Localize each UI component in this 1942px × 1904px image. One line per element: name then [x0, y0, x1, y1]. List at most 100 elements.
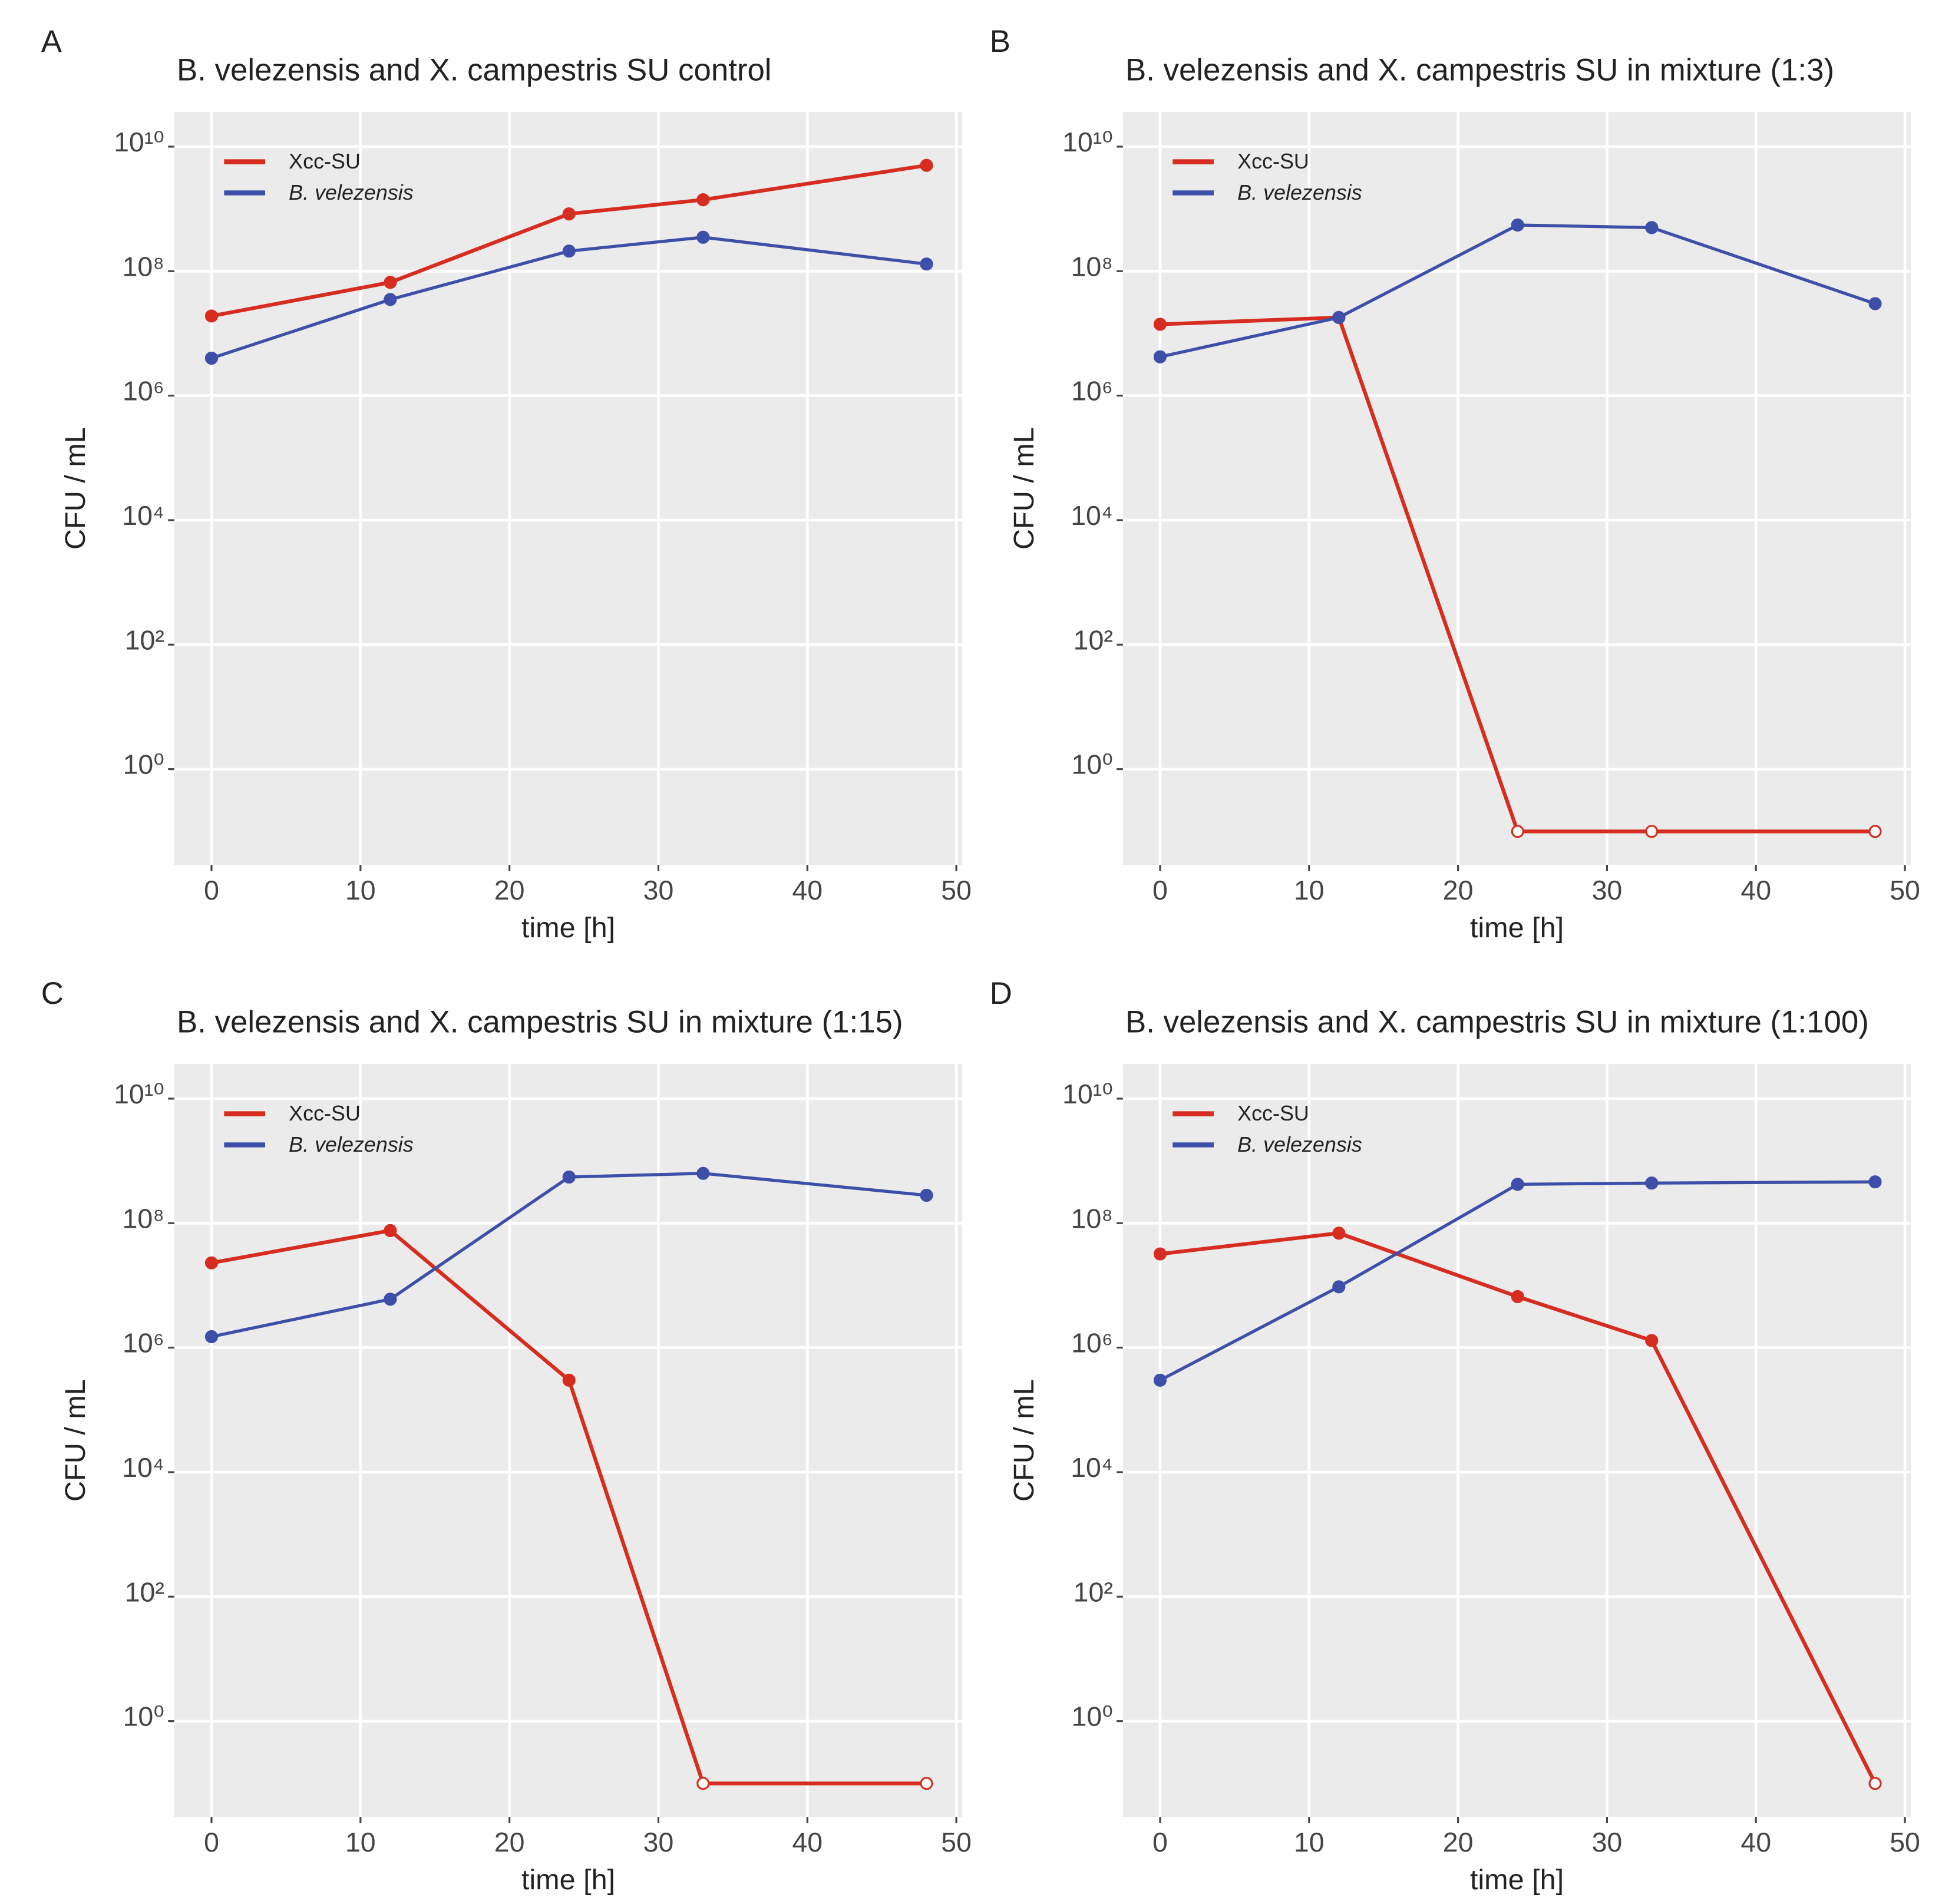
data-point: [1868, 1175, 1882, 1189]
x-tick-label: 20: [494, 1827, 525, 1857]
data-point: [920, 1777, 933, 1790]
data-point: [920, 158, 933, 172]
legend-label: B. velezensis: [1237, 1132, 1362, 1156]
y-tick-label: 10⁸: [123, 1203, 164, 1234]
legend-label: Xcc-SU: [289, 1101, 361, 1125]
y-tick-label: 10¹⁰: [1062, 1079, 1113, 1109]
data-point: [204, 351, 219, 365]
data-point: [1868, 297, 1882, 310]
y-tick-label: 10²: [125, 624, 164, 655]
data-point: [1511, 1290, 1524, 1304]
x-tick-label: 10: [345, 1827, 376, 1857]
y-tick-label: 10⁰: [123, 749, 164, 780]
chart-title: B. velezensis and X. campestris SU in mi…: [1125, 1004, 1869, 1039]
legend-label: Xcc-SU: [289, 149, 361, 173]
x-axis-title: time [h]: [1470, 1864, 1564, 1896]
panel-label: D: [990, 976, 1012, 1011]
y-tick-label: 10⁴: [122, 1452, 164, 1483]
data-point: [1332, 310, 1346, 325]
panel: A B. velezensis and X. campestris SU cont…: [41, 24, 972, 944]
data-point: [696, 1777, 710, 1790]
x-tick-label: 30: [1592, 875, 1623, 905]
x-axis-title: time [h]: [521, 1864, 615, 1896]
y-axis-title: CFU / mL: [1008, 1379, 1040, 1502]
data-point: [1153, 350, 1167, 363]
data-point: [1153, 318, 1167, 331]
y-tick-label: 10⁴: [1071, 1452, 1113, 1483]
data-point: [1511, 1178, 1524, 1191]
legend-label: B. velezensis: [289, 1132, 414, 1156]
data-point: [204, 1256, 219, 1270]
y-tick-label: 10²: [1074, 1576, 1113, 1607]
x-tick-label: 40: [1740, 1827, 1771, 1857]
x-axis-title: time [h]: [1470, 912, 1564, 944]
x-tick-label: 40: [1740, 875, 1771, 905]
y-tick-label: 10¹⁰: [114, 127, 164, 157]
data-point: [204, 309, 219, 323]
panel-label: B: [990, 24, 1010, 59]
y-tick-label: 10²: [125, 1576, 164, 1607]
data-point: [1153, 1373, 1167, 1387]
x-tick-label: 50: [1890, 875, 1920, 905]
y-tick-label: 10⁰: [123, 1701, 164, 1732]
y-tick-label: 10¹⁰: [114, 1079, 164, 1109]
data-point: [1868, 825, 1882, 838]
data-point: [1511, 825, 1524, 838]
panel-label: C: [41, 976, 64, 1011]
y-tick-label: 10⁰: [1072, 749, 1113, 780]
data-point: [1868, 1777, 1882, 1790]
data-point: [1332, 1227, 1346, 1240]
legend-label: Xcc-SU: [1237, 1101, 1309, 1125]
panel: B B. velezensis and X. campestris SU in m…: [990, 24, 1920, 944]
data-point: [562, 1170, 576, 1184]
x-tick-label: 20: [1443, 875, 1474, 905]
legend-label: Xcc-SU: [1237, 149, 1309, 173]
data-point: [696, 193, 710, 207]
x-tick-label: 10: [1294, 875, 1325, 905]
plot-background: [1122, 112, 1911, 865]
y-tick-label: 10⁸: [1071, 1203, 1113, 1234]
chart-title: B. velezensis and X. campestris SU in mi…: [1125, 52, 1834, 87]
y-tick-label: 10⁴: [122, 500, 164, 531]
y-axis-title: CFU / mL: [1008, 427, 1040, 550]
y-tick-label: 10⁶: [1071, 1328, 1113, 1358]
x-tick-label: 0: [204, 1827, 219, 1857]
data-point: [1153, 1247, 1167, 1261]
data-point: [562, 1373, 576, 1387]
data-point: [562, 207, 576, 221]
y-axis-title: CFU / mL: [60, 1379, 91, 1502]
plot-background: [174, 1064, 963, 1817]
data-point: [920, 257, 933, 271]
x-tick-label: 40: [792, 875, 823, 905]
x-tick-label: 0: [1152, 875, 1168, 905]
plot-background: [174, 112, 963, 865]
data-point: [384, 276, 397, 289]
x-tick-label: 0: [1152, 1827, 1168, 1857]
data-point: [1332, 1280, 1346, 1294]
chart-title: B. velezensis and X. campestris SU contr…: [177, 52, 772, 87]
panel-label: A: [41, 24, 62, 59]
x-tick-label: 20: [494, 875, 525, 905]
x-tick-label: 0: [204, 875, 219, 905]
data-point: [204, 1330, 219, 1344]
data-point: [1645, 1176, 1659, 1190]
data-point: [384, 1293, 397, 1306]
x-axis-title: time [h]: [521, 912, 615, 944]
panel: C B. velezensis and X. campestris SU in m…: [41, 976, 972, 1896]
x-tick-label: 10: [1294, 1827, 1325, 1857]
x-tick-label: 20: [1443, 1827, 1474, 1857]
data-point: [562, 244, 576, 258]
y-tick-label: 10⁸: [1071, 251, 1113, 282]
panel: D B. velezensis and X. campestris SU in m…: [990, 976, 1920, 1896]
x-tick-label: 30: [1592, 1827, 1623, 1857]
x-tick-label: 10: [345, 875, 376, 905]
y-tick-label: 10⁴: [1071, 500, 1113, 531]
legend-label: B. velezensis: [289, 180, 414, 204]
y-axis-title: CFU / mL: [60, 427, 91, 550]
data-point: [384, 293, 397, 306]
y-tick-label: 10⁶: [1071, 376, 1113, 406]
data-point: [1645, 825, 1659, 838]
x-tick-label: 50: [1890, 1827, 1920, 1857]
